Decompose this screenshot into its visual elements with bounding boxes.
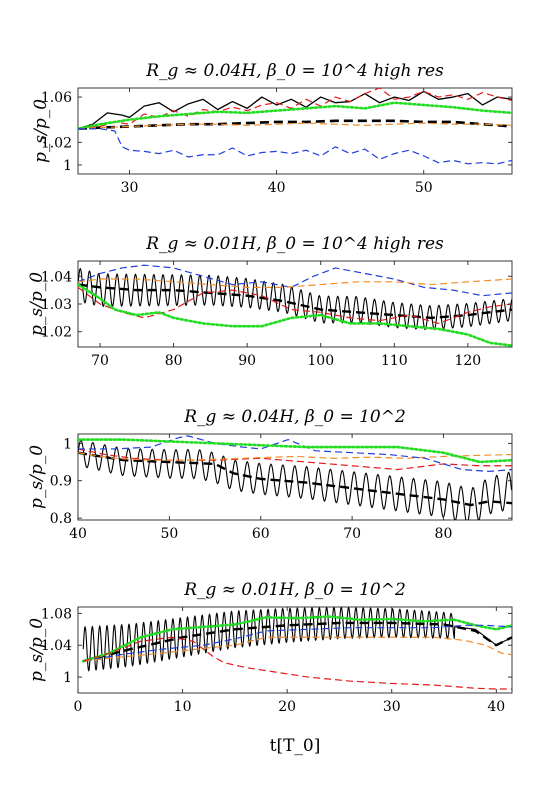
x-tick-label: 40 [268,180,286,196]
y-tick-label: 1.06 [41,90,72,106]
panel-1-axes [77,87,513,175]
panel-4-series-red-dashed [83,636,512,690]
panel-1-series-orange-dashed [78,122,512,130]
panel-2-series-green-dotted [78,283,512,347]
x-tick-label: 30 [121,180,139,196]
panel-3-series-black-dashed [78,451,512,507]
panel-2-series [78,264,512,347]
y-tick-label: 1.02 [41,325,72,341]
panel-3-title: R_g ≈ 0.04H, β_0 = 10^2 [183,407,406,427]
panel-1-series-black-solid [78,90,512,130]
x-tick-label: 10 [174,699,192,715]
panel-4-series [81,607,512,690]
panel-4-axes [77,606,513,694]
panel-1-series-black-dashed [78,119,512,131]
panel-4-series-blue-dashed [83,624,512,662]
y-tick-label: 1.02 [41,135,72,151]
panel-3-series-black-solid [78,439,512,520]
panel-4: R_g ≈ 0.01H, β_0 = 10^2 p_s/p_0 0 10 20 30 4… [27,580,513,756]
x-tick-label: 20 [278,699,296,715]
panel-3-axes [77,433,513,521]
x-tick-label: 50 [415,180,433,196]
panel-3-ticks: 40 50 60 70 80 0.8 0.9 1 [50,434,512,542]
y-tick-label: 0.8 [50,511,72,527]
panel-4-series-green-dotted [81,615,512,663]
panel-1-ylabel: p_s/p_0 [31,99,51,163]
panel-2: R_g ≈ 0.01H, β_0 = 10^4 high res p_s/p_0… [27,234,513,369]
x-tick-label: 100 [307,353,334,369]
panel-1-series [78,88,512,165]
x-tick-label: 80 [165,353,183,369]
panel-2-series-black-dashed [78,283,512,320]
panel-3-series-green-dotted [78,438,512,464]
panel-3-series-blue-dashed [78,435,512,472]
panel-3: R_g ≈ 0.04H, β_0 = 10^2 p_s/p_0 40 50 60 70… [27,407,513,542]
x-tick-label: 40 [487,699,505,715]
y-tick-label: 1 [63,158,72,174]
panel-2-series-blue-dashed [78,264,512,297]
y-tick-label: 1.04 [41,269,72,285]
panel-4-xlabel: t[T_0] [270,736,321,756]
panel-3-ylabel: p_s/p_0 [27,445,47,509]
panel-1-series-blue-dashed [78,128,512,165]
x-tick-label: 70 [343,526,361,542]
y-tick-label: 1.04 [41,638,72,654]
x-tick-label: 90 [238,353,256,369]
y-tick-label: 1 [63,670,72,686]
x-tick-label: 50 [160,526,178,542]
panel-4-ticks: 0 10 20 30 40 1 1.04 1.08 [41,606,512,715]
x-tick-label: 40 [69,526,87,542]
y-tick-label: 1.08 [41,606,72,622]
x-tick-label: 70 [91,353,109,369]
panel-2-ticks: 70 80 90 100 110 120 1.02 1.03 1.04 [41,261,512,369]
panel-4-series-black-dashed [82,621,512,663]
panel-4-ylabel: p_s/p_0 [27,618,47,682]
panel-3-series [78,435,512,520]
panel-4-title: R_g ≈ 0.01H, β_0 = 10^2 [183,580,406,600]
x-tick-label: 60 [252,526,270,542]
y-tick-label: 0.9 [50,474,72,490]
panel-2-series-orange-dashed [78,278,512,288]
x-tick-label: 30 [383,699,401,715]
y-tick-label: 1 [63,436,72,452]
x-tick-label: 0 [74,699,83,715]
panel-4-series-orange-dashed [83,636,512,662]
x-tick-label: 80 [435,526,453,542]
x-tick-label: 120 [454,353,481,369]
panel-4-series-black-solid [82,607,512,672]
x-tick-label: 110 [381,353,408,369]
panel-1-title: R_g ≈ 0.04H, β_0 = 10^4 high res [145,61,444,81]
panel-2-title: R_g ≈ 0.01H, β_0 = 10^4 high res [145,234,444,254]
panel-3-series-orange-dashed [78,452,512,461]
panel-1: R_g ≈ 0.04H, β_0 = 10^4 high res p_s/p_0… [31,61,513,196]
y-tick-label: 1.03 [41,297,72,313]
panel-1-series-green-dotted [78,101,512,131]
panel-2-ylabel: p_s/p_0 [27,272,47,336]
panel-1-ticks: 30 40 50 1 1.02 1.06 [41,88,512,196]
